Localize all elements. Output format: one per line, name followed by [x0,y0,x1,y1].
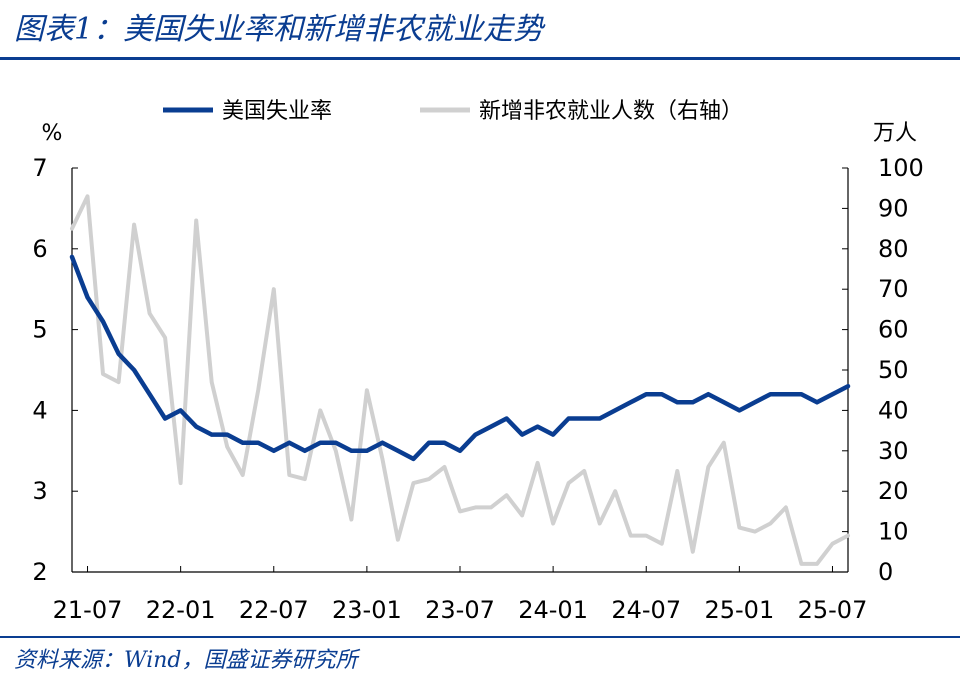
x-tick-label: 21-07 [53,596,123,624]
nonfarm-payrolls-line [70,194,850,566]
right-tick-label: 60 [878,316,909,344]
right-tick-label: 90 [878,194,909,222]
right-tick-label: 70 [878,275,909,303]
left-tick-label: 5 [32,316,47,344]
unemployment-rate-line [69,254,851,462]
right-tick-label: 50 [878,356,909,384]
x-tick-label: 23-07 [425,596,495,624]
right-tick-label: 30 [878,437,909,465]
left-tick-label: 4 [32,396,47,424]
series-lines [69,194,851,566]
legend: 美国失业率 新增非农就业人数（右轴） [163,99,743,124]
x-tick-label: 25-01 [704,596,774,624]
x-tick-label: 24-01 [518,596,588,624]
right-tick-label: 0 [878,558,893,586]
right-tick-label: 80 [878,235,909,263]
page-title: 图表1：美国失业率和新增非农就业走势 [14,12,544,47]
left-tick-label: 6 [32,235,47,263]
x-tick-label: 22-07 [239,596,309,624]
left-tick-label: 2 [32,558,47,586]
right-axis-unit: 万人 [873,121,917,146]
legend-label-unemployment: 美国失业率 [222,99,332,124]
right-tick-label: 100 [878,154,924,182]
footer-divider [0,636,960,638]
right-tick-label: 20 [878,477,909,505]
x-tick-label: 22-01 [146,596,216,624]
legend-label-payrolls: 新增非农就业人数（右轴） [479,99,743,124]
x-tick-label: 25-07 [798,596,868,624]
right-tick-label: 10 [878,518,909,546]
right-tick-label: 40 [878,396,909,424]
source-note: 资料来源：Wind，国盛证券研究所 [14,648,358,673]
left-tick-label: 3 [32,477,47,505]
title-divider [0,57,960,60]
x-tick-label: 23-01 [332,596,402,624]
x-tick-label: 24-07 [611,596,681,624]
left-tick-label: 7 [32,154,47,182]
left-axis-unit: % [42,121,63,146]
